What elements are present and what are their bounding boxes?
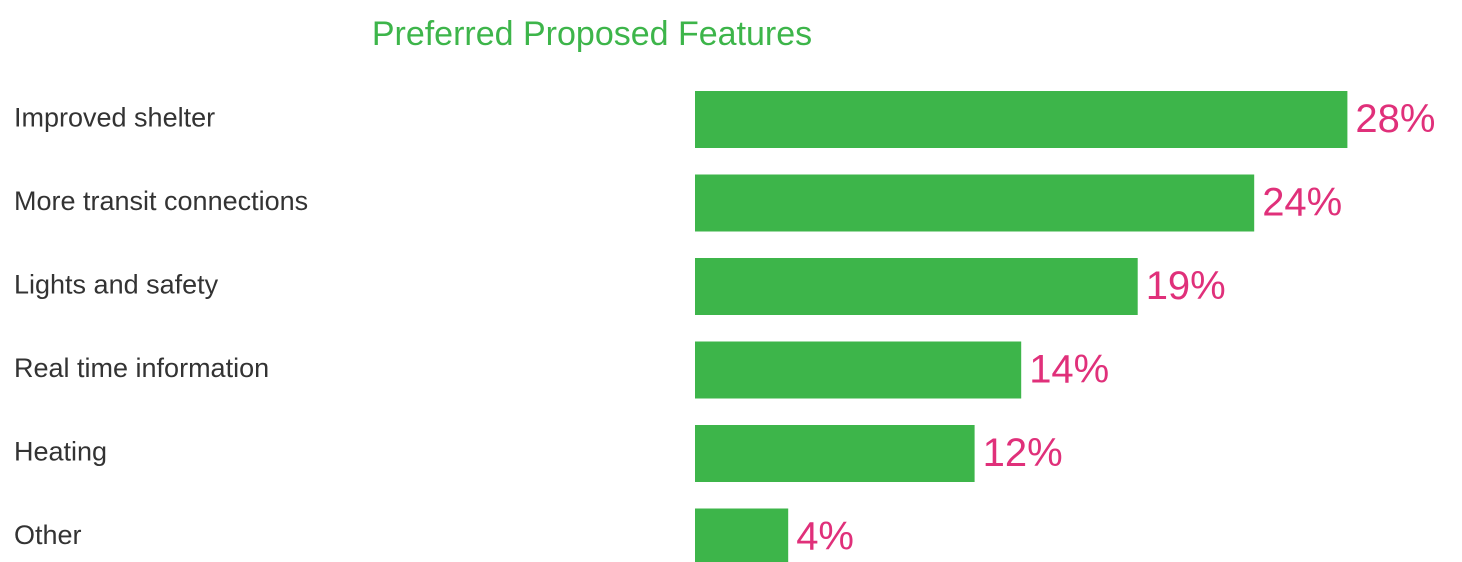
value-label: 28% <box>1355 97 1435 141</box>
chart-title: Preferred Proposed Features <box>372 15 812 53</box>
category-label: Improved shelter <box>14 103 215 133</box>
category-label: More transit connections <box>14 186 308 216</box>
bar <box>695 425 975 482</box>
bar <box>695 508 789 562</box>
category-label: Heating <box>14 437 107 467</box>
category-label: Lights and safety <box>14 270 219 300</box>
value-label: 14% <box>1029 348 1109 392</box>
bar <box>695 258 1138 315</box>
value-label: 24% <box>1262 181 1342 225</box>
bar <box>695 341 1022 399</box>
value-label: 19% <box>1146 264 1226 308</box>
category-label: Real time information <box>14 353 269 383</box>
value-label: 4% <box>796 515 854 559</box>
value-label: 12% <box>983 431 1063 475</box>
bar <box>695 174 1255 232</box>
bar <box>695 91 1348 148</box>
category-label: Other <box>14 520 82 550</box>
